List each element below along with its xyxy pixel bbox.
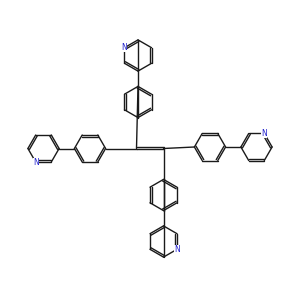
Text: N: N (261, 129, 267, 138)
Text: N: N (174, 245, 180, 254)
Text: N: N (122, 43, 128, 52)
Text: N: N (33, 158, 39, 166)
